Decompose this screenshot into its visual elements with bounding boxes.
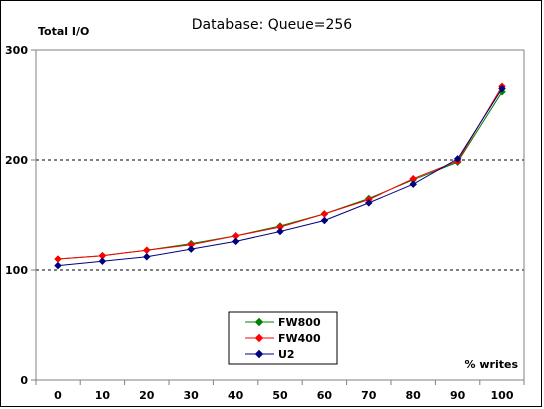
series-fw800 [54,87,506,263]
x-tick-label-40: 40 [228,389,244,402]
data-point-u2-50 [276,227,284,236]
legend-marker-fw800 [254,317,264,327]
y-tick-label-300: 300 [5,44,28,57]
x-tick-label-100: 100 [491,389,514,402]
tick-labels: 0 100 200 300 0 10 20 30 40 50 60 70 80 90 100 [5,44,514,402]
legend-marker-u2 [254,349,264,359]
x-tick-label-0: 0 [54,389,62,402]
x-tick-label-30: 30 [184,389,200,402]
data-point-u2-20 [142,252,151,261]
data-point-u2-70 [364,199,373,207]
chart-title: Database: Queue=256 [192,17,353,33]
x-tick-label-90: 90 [450,389,466,402]
x-tick-label-20: 20 [139,389,155,402]
data-point-u2-0 [54,261,62,270]
data-point-u2-30 [187,245,196,253]
x-tick-label-60: 60 [317,389,333,402]
series-line-u2 [57,88,503,267]
x-tick-label-50: 50 [272,389,288,402]
x-axis-label: % writes [465,358,519,371]
y-tick-label-200: 200 [5,154,28,167]
legend-label-u2: U2 [278,348,295,361]
x-tick-label-10: 10 [95,389,111,402]
y-tick-label-0: 0 [20,374,28,387]
x-tick-label-80: 80 [406,389,422,402]
legend: FW800 FW400 U2 [228,311,338,365]
legend-label-fw800: FW800 [278,316,321,329]
data-point-u2-100 [498,84,506,93]
data-point-u2-60 [320,216,329,225]
axes [31,49,525,385]
data-point-u2-80 [409,180,418,189]
data-point-fw400-60 [320,210,329,218]
legend-marker-fw400 [254,333,264,343]
data-point-fw400-20 [142,246,151,255]
series-lines [54,82,506,270]
x-tick-label-70: 70 [361,389,377,402]
data-point-u2-90 [453,155,462,163]
gridlines [36,49,525,380]
series-fw400 [54,82,506,263]
data-point-fw400-0 [54,255,62,263]
data-point-u2-40 [231,237,240,246]
data-point-u2-10 [98,257,107,266]
legend-label-fw400: FW400 [278,332,321,345]
series-u2 [54,84,506,270]
y-tick-label-100: 100 [5,264,28,277]
y-axis-label: Total I/O [38,25,89,38]
